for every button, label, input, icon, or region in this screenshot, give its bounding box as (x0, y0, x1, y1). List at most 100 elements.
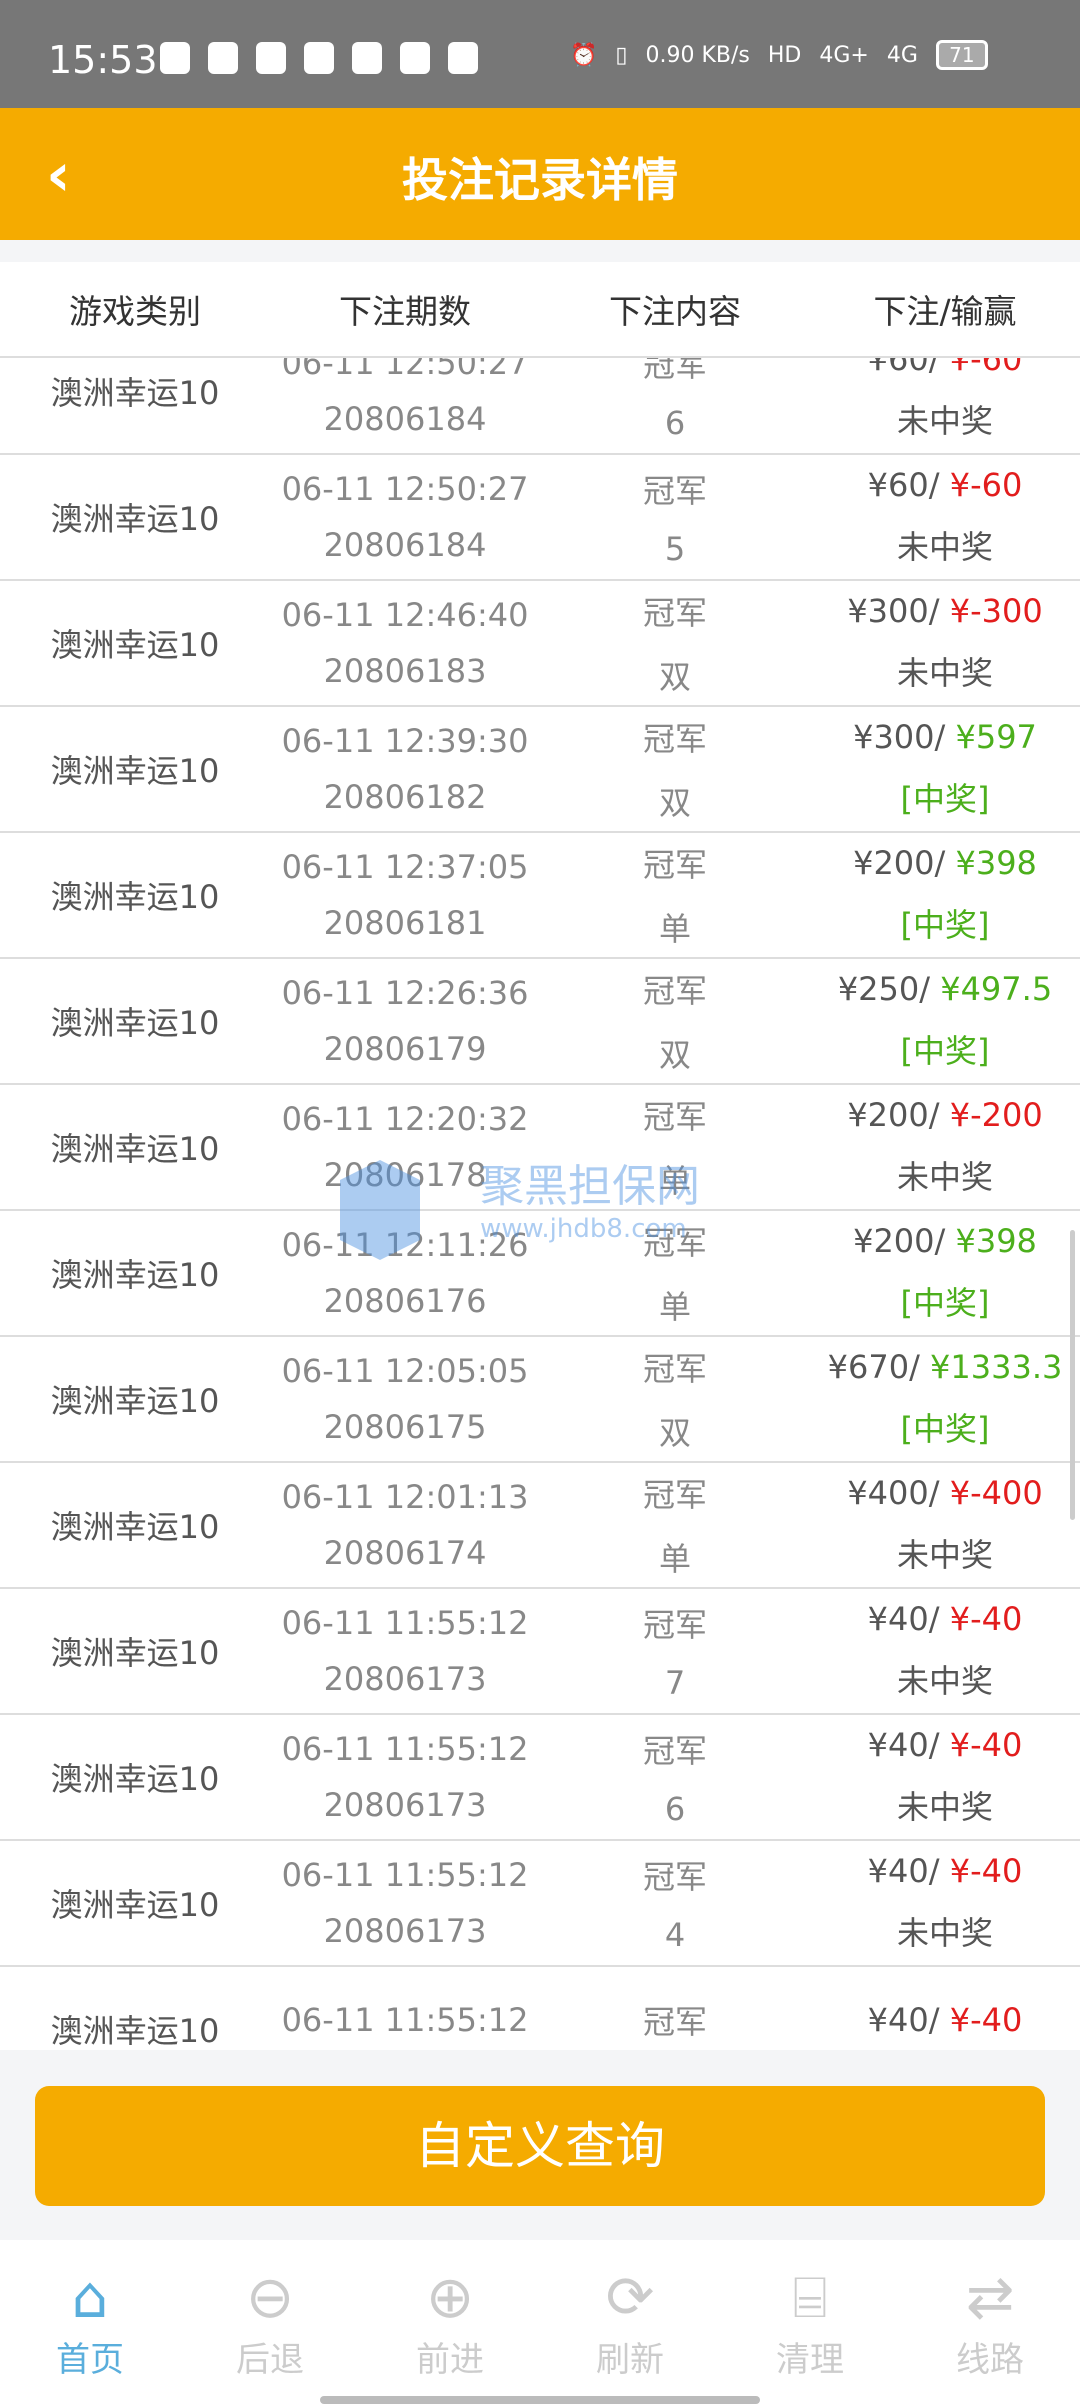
watermark-name: 聚黑担保网 (480, 1161, 700, 1212)
status-bar: 15:53 ⏰ ▯ 0.90 KB/s HD 4G+ 4G 71 (0, 0, 1080, 108)
bet-time: 06-11 12:20:32 (281, 1100, 529, 1138)
result-status: 未中奖 (896, 1914, 993, 1952)
nav-item-2[interactable]: ⊕ 前进 (360, 2240, 540, 2408)
win-amount: ¥-60 (949, 358, 1023, 378)
nav-item-0[interactable]: ⌂ 首页 (0, 2240, 180, 2408)
table-row[interactable]: 澳洲幸运10 06-11 12:46:40 20806183 冠军双 ¥300/ … (0, 581, 1080, 707)
win-amount: ¥597 (955, 718, 1037, 756)
query-area: 自定义查询 (0, 2050, 1080, 2240)
hd-icon: HD (767, 42, 802, 68)
nav-label: 后退 (236, 2340, 304, 2380)
bet-type: 冠军 (642, 1224, 707, 1262)
table-row[interactable]: 澳洲幸运10 06-11 12:20:3220806178 冠军单 ¥200/ … (0, 1085, 1080, 1211)
app-icon (352, 42, 382, 74)
bet-period: 20806173 (323, 1786, 487, 1824)
result-status: 未中奖 (896, 402, 993, 440)
win-amount: ¥-400 (949, 1474, 1043, 1512)
bet-amount: ¥200/ (853, 844, 956, 882)
bet-amount: ¥40/ (867, 1852, 950, 1890)
game-name: 澳洲幸运10 (50, 1634, 220, 1672)
bet-time: 06-11 12:50:27 (281, 358, 529, 382)
bet-time: 06-11 12:11:26 (281, 1226, 529, 1264)
app-icon (304, 42, 334, 74)
table-row[interactable]: 澳洲幸运10 06-11 12:05:05 20806175 冠军双 ¥670/ … (0, 1337, 1080, 1463)
table-row[interactable]: 澳洲幸运10 06-11 12:01:13 20806174 冠军单 ¥400/ … (0, 1463, 1080, 1589)
result-status: [中奖] (900, 906, 990, 944)
nav-label: 首页 (56, 2340, 124, 2380)
nav-item-1[interactable]: ⊖ 后退 (180, 2240, 360, 2408)
nav-item-3[interactable]: ⟳ 刷新 (540, 2240, 720, 2408)
forward-circle-icon: ⊕ (425, 2263, 475, 2331)
table-row[interactable]: 澳洲幸运10 06-11 11:55:12 20806173 冠军 6 ¥40/ ¥… (0, 1715, 1080, 1841)
nav-label: 前进 (416, 2340, 484, 2380)
bet-content: 双 (658, 1036, 691, 1074)
nav-item-4[interactable]: ⌸ 清理 (720, 2240, 900, 2408)
table-row[interactable]: 澳洲幸运10 06-11 11:55:12 冠军 ¥40/ ¥-40 (0, 1967, 1080, 2050)
app-icon (208, 42, 238, 74)
bet-content: 6 (664, 1790, 686, 1828)
scrollbar[interactable] (1070, 1230, 1075, 1520)
table-row[interactable]: 澳洲幸运10 06-11 12:11:26 20806176 冠军单 ¥200/ … (0, 1211, 1080, 1337)
bet-content: 双 (658, 784, 691, 822)
bet-type: 冠军 (642, 846, 707, 884)
switch-route-icon: ⇄ (965, 2263, 1015, 2331)
app-header: ‹ 投注记录详情 (0, 108, 1080, 240)
game-name: 澳洲幸运10 (50, 1508, 220, 1546)
page-title: 投注记录详情 (402, 153, 678, 207)
bet-period: 20806173 (323, 1912, 487, 1950)
win-amount: ¥-40 (949, 1600, 1023, 1638)
net-speed: 0.90 KB/s (645, 42, 750, 68)
table-row[interactable]: 澳洲幸运10 06-11 12:50:27 20806184 冠军 6 ¥60/ ¥… (0, 358, 1080, 455)
bet-amount: ¥200/ (847, 1096, 950, 1134)
bet-content: 4 (664, 1916, 686, 1954)
table-row[interactable]: 澳洲幸运10 06-11 12:26:36 20806179 冠军双 ¥250/ … (0, 959, 1080, 1085)
bet-amount: ¥60/ (867, 358, 950, 378)
signal-1: 4G+ (819, 42, 869, 68)
nav-item-5[interactable]: ⇄ 线路 (900, 2240, 1080, 2408)
nav-label: 清理 (776, 2340, 844, 2380)
table-row[interactable]: 澳洲幸运10 06-11 11:55:12 20806173 冠军 7 ¥40/ ¥… (0, 1589, 1080, 1715)
result-status: [中奖] (900, 1410, 990, 1448)
bet-type: 冠军 (642, 1732, 707, 1770)
app-icon (160, 42, 190, 74)
bet-amount: ¥300/ (847, 592, 950, 630)
table-row[interactable]: 澳洲幸运10 06-11 12:50:27 20806184 冠军 5 ¥60/ ¥… (0, 455, 1080, 581)
bet-amount: ¥670/ (827, 1348, 931, 1386)
back-button[interactable]: ‹ (46, 140, 71, 210)
game-name: 澳洲幸运10 (50, 1886, 220, 1924)
watermark: 聚黑担保网 www.jhdb8.com (340, 1150, 700, 1260)
game-name: 澳洲幸运10 (50, 878, 220, 916)
game-name: 澳洲幸运10 (50, 1130, 220, 1168)
bet-records-list[interactable]: 澳洲幸运10 06-11 12:50:27 20806184 冠军 6 ¥60/ ¥… (0, 358, 1080, 2050)
bet-content: 单 (658, 1540, 691, 1578)
game-name: 澳洲幸运10 (50, 752, 220, 790)
table-row[interactable]: 澳洲幸运10 06-11 12:39:30 20806182 冠军双 ¥300/ … (0, 707, 1080, 833)
win-amount: ¥398 (955, 844, 1037, 882)
result-status: 未中奖 (896, 1536, 993, 1574)
game-name: 澳洲幸运10 (50, 500, 220, 538)
table-row[interactable]: 澳洲幸运10 06-11 11:55:12 20806173 冠军 4 ¥40/ ¥… (0, 1841, 1080, 1967)
custom-query-button[interactable]: 自定义查询 (35, 2086, 1045, 2206)
bet-content: 7 (664, 1664, 686, 1702)
bet-content: 单 (658, 910, 691, 948)
home-indicator[interactable] (320, 2396, 760, 2404)
win-amount: ¥-60 (949, 466, 1023, 504)
bet-type: 冠军 (642, 720, 707, 758)
bet-period: 20806178 (324, 1156, 487, 1194)
result-status: 未中奖 (896, 1158, 993, 1196)
bet-time: 06-11 12:37:05 (281, 848, 529, 886)
watermark-logo (340, 1160, 420, 1260)
bet-period: 20806173 (323, 1660, 487, 1698)
bet-amount: ¥60/ (867, 466, 950, 504)
win-amount: ¥1333.3 (930, 1348, 1063, 1386)
win-amount: ¥-200 (949, 1096, 1043, 1134)
column-header: 游戏类别 (69, 292, 201, 331)
bet-content: 双 (658, 658, 691, 696)
win-amount: ¥-40 (949, 2001, 1023, 2039)
table-row[interactable]: 澳洲幸运10 06-11 12:37:05 20806181 冠军单 ¥200/ … (0, 833, 1080, 959)
win-amount: ¥497.5 (940, 970, 1053, 1008)
bet-period: 20806179 (323, 1030, 487, 1068)
bet-period: 20806182 (323, 778, 487, 816)
nav-label: 线路 (956, 2340, 1024, 2380)
app-icon (400, 42, 430, 74)
